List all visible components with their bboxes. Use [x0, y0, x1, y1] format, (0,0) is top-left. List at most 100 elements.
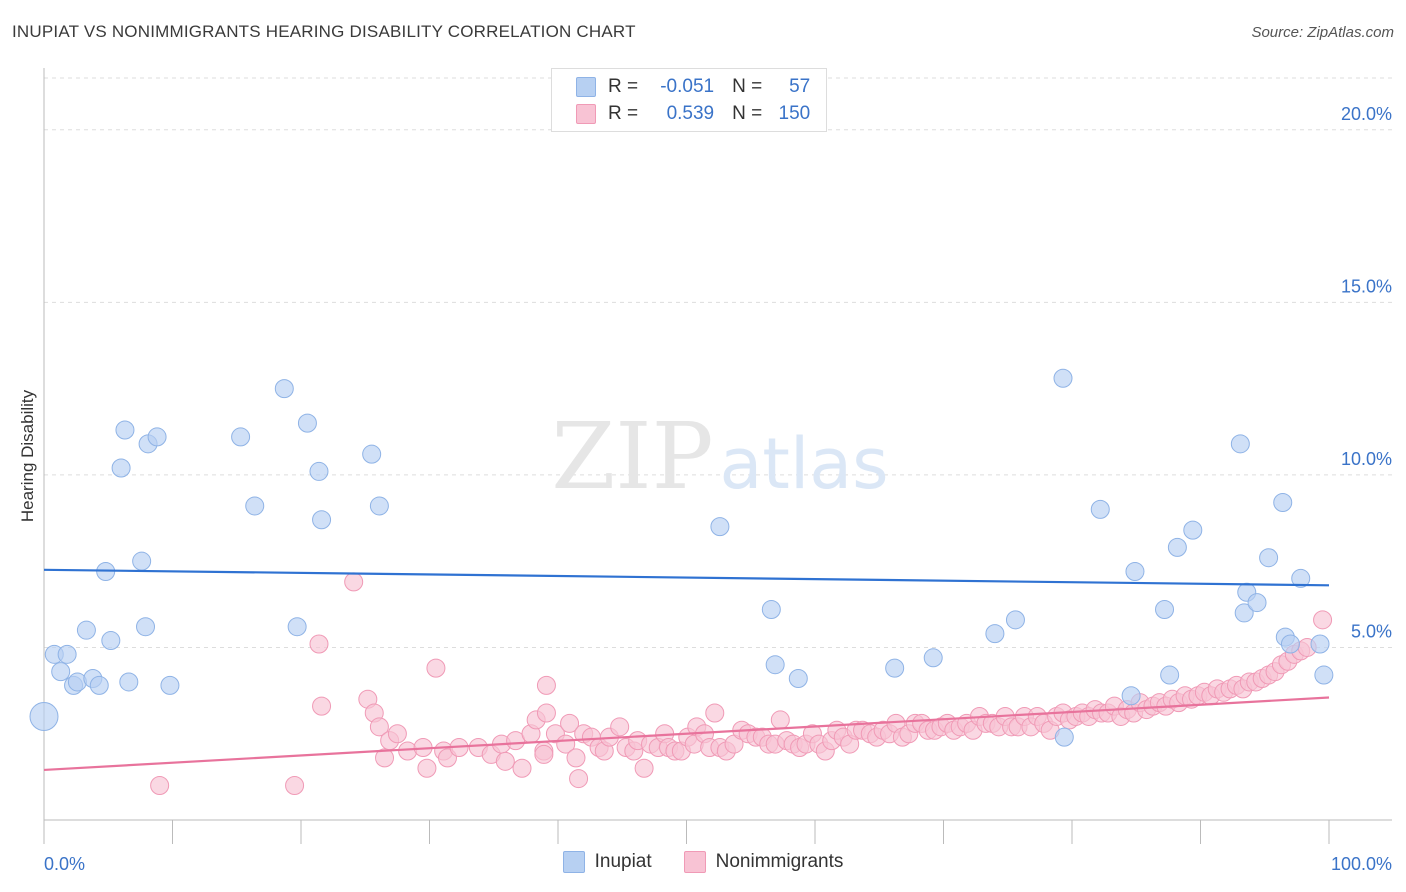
inupiat-point [1273, 492, 1293, 512]
inupiat-point [1053, 368, 1073, 388]
inupiat-point [1160, 665, 1180, 685]
nonimmigrants-points [150, 572, 1333, 795]
nonimmigrants-swatch [683, 851, 706, 873]
inupiat-point [297, 413, 317, 433]
nonimmigrants-point [495, 751, 515, 771]
inupiat-swatch [576, 77, 596, 97]
x-tick-label-min: 0.0% [44, 854, 85, 874]
inupiat-point [132, 551, 152, 571]
inupiat-point [136, 617, 156, 637]
nonimmigrants-point [375, 748, 395, 768]
nonimmigrants-point [150, 775, 170, 795]
inupiat-point [1314, 665, 1334, 685]
nonimmigrants-point [369, 717, 389, 737]
inupiat-point [245, 496, 265, 516]
inupiat-point [362, 444, 382, 464]
legend-label-nonimmigrants: Nonimmigrants [715, 851, 844, 872]
y-tick-label: 20.0% [1341, 104, 1392, 124]
inupiat-point [1280, 634, 1300, 654]
inupiat-point [309, 461, 329, 481]
inupiat-point [1247, 593, 1267, 613]
inupiat-point [115, 420, 135, 440]
inupiat-point [274, 379, 294, 399]
nonimmigrants-point [770, 710, 790, 730]
inupiat-point [57, 644, 77, 664]
series-legend: Inupiat Nonimmigrants [0, 851, 1406, 873]
r-value-inupiat: -0.051 [660, 76, 715, 97]
inupiat-point [885, 658, 905, 678]
gridlines [44, 77, 1392, 648]
inupiat-point [1310, 634, 1330, 654]
x-tick-label-max: 100.0% [1331, 854, 1392, 874]
nonimmigrants-point [312, 696, 332, 716]
inupiat-point [1167, 537, 1187, 557]
inupiat-point [923, 648, 943, 668]
inupiat-point [89, 675, 109, 695]
inupiat-point [76, 620, 96, 640]
nonimmigrants-point [285, 775, 305, 795]
inupiat-point [1155, 599, 1175, 619]
inupiat-point [985, 624, 1005, 644]
tick-labels: 5.0% 10.0% 15.0% 20.0% 0.0% 100.0% [44, 104, 1392, 874]
r-label: R = [608, 103, 639, 124]
nonimmigrants-point [1313, 610, 1333, 630]
trend-lines [43, 568, 1330, 772]
nonimmigrants-point [387, 724, 407, 744]
legend-row-inupiat: R = -0.051 N = 57 [576, 75, 810, 99]
inupiat-point [1005, 610, 1025, 630]
inupiat-point [1121, 686, 1141, 706]
nonimmigrants-point [560, 713, 580, 733]
nonimmigrants-point [566, 748, 586, 768]
legend-item-nonimmigrants[interactable]: Nonimmigrants [683, 851, 844, 873]
nonimmigrants-point [344, 572, 364, 592]
n-value-inupiat: 57 [789, 76, 811, 97]
nonimmigrants-swatch [576, 104, 596, 124]
nonimmigrants-point [309, 634, 329, 654]
n-value-nonimmigrants: 150 [778, 103, 811, 124]
nonimmigrants-point [610, 717, 630, 737]
r-label: R = [608, 76, 639, 97]
inupiat-point [1234, 603, 1254, 623]
inupiat-point [101, 631, 121, 651]
inupiat-point [369, 496, 389, 516]
y-tick-label: 5.0% [1351, 621, 1392, 641]
nonimmigrants-point [536, 675, 556, 695]
watermark-zip: ZIPatlas [551, 403, 888, 510]
inupiat-point [147, 427, 167, 447]
inupiat-point [710, 517, 730, 537]
inupiat-point [119, 672, 139, 692]
legend-row-nonimmigrants: R = 0.539 N = 150 [576, 102, 810, 126]
nonimmigrants-point [536, 703, 556, 723]
nonimmigrants-point [705, 703, 725, 723]
nonimmigrants-point [417, 758, 437, 778]
nonimmigrants-point [569, 769, 589, 789]
inupiat-point [1054, 727, 1074, 747]
nonimmigrants-point [398, 741, 418, 761]
inupiat-point [312, 510, 332, 530]
legend-label-inupiat: Inupiat [594, 851, 652, 872]
inupiat-point [788, 669, 808, 689]
chart-title: INUPIAT VS NONIMMIGRANTS HEARING DISABIL… [12, 22, 636, 41]
y-tick-label: 15.0% [1341, 276, 1392, 296]
inupiat-point [1125, 562, 1145, 582]
nonimmigrants-point [634, 758, 654, 778]
nonimmigrants-point [534, 744, 554, 764]
nonimmigrants-point [426, 658, 446, 678]
inupiat-swatch [562, 851, 585, 873]
inupiat-point [51, 662, 71, 682]
inupiat-point [29, 701, 59, 731]
inupiat-point [111, 458, 131, 478]
inupiat-point [761, 599, 781, 619]
inupiat-point [1259, 548, 1279, 568]
inupiat-point [287, 617, 307, 637]
inupiat-trend-line [43, 568, 1330, 587]
inupiat-point [231, 427, 251, 447]
n-label: N = [732, 76, 763, 97]
source-label: Source: ZipAtlas.com [1251, 24, 1394, 41]
nonimmigrants-point [512, 758, 532, 778]
inupiat-point [765, 655, 785, 675]
y-tick-label: 10.0% [1341, 449, 1392, 469]
legend-item-inupiat[interactable]: Inupiat [562, 851, 652, 873]
inupiat-point [1183, 520, 1203, 540]
